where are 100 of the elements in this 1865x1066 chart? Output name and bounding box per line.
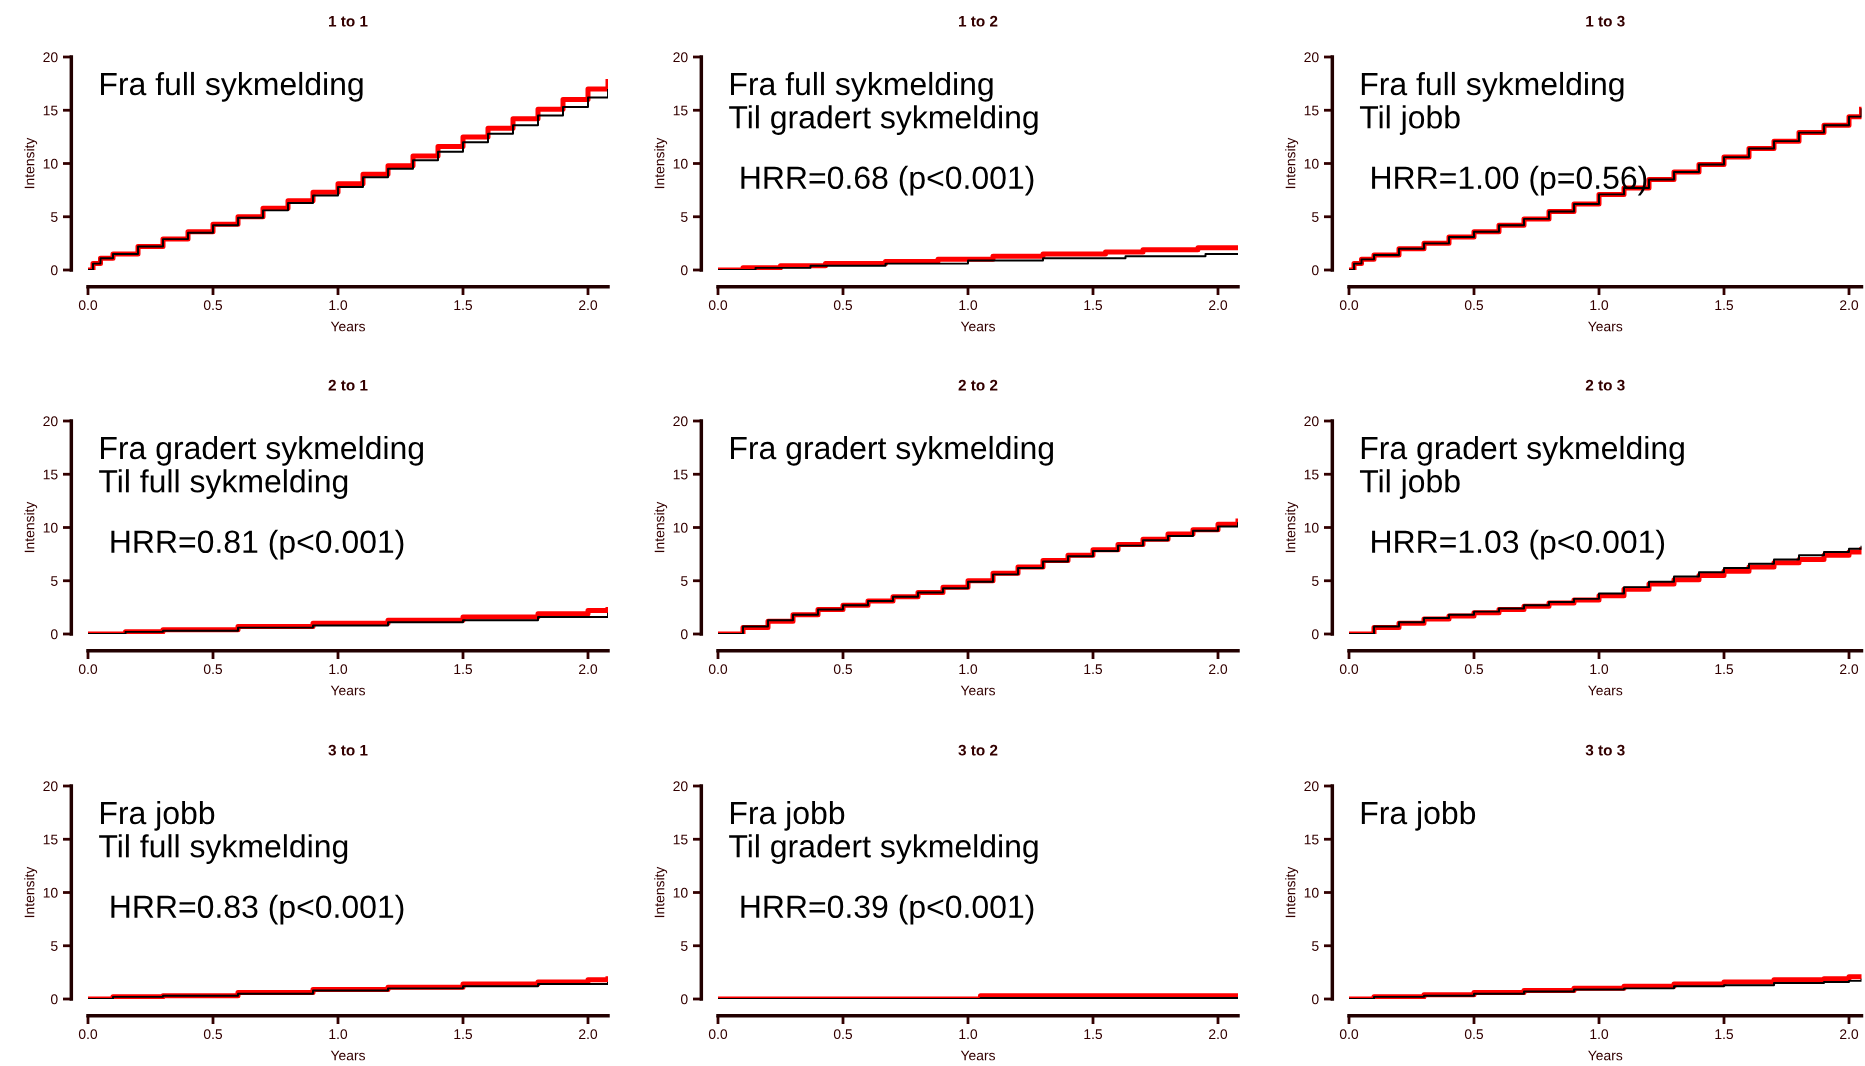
y-tick-label: 10 [43,158,58,169]
y-tick-label: 20 [673,781,688,792]
x-tick-label: 0.0 [1339,664,1359,675]
annotation: HRR=0.39 (p<0.001) [741,894,1034,925]
x-axis-title: Years [960,321,996,332]
x-tick-label: 2.0 [579,1029,598,1040]
y-axis-title: Intensity [1285,866,1299,918]
x-tick-label: 2.0 [579,664,598,675]
annotation: Fra full sykmelding Til gradert sykmelding [729,71,1038,135]
x-tick-label: 2.0 [1840,1029,1859,1040]
chart-title: 1 to 3 [1586,15,1625,27]
x-tick-label: 1.5 [454,664,473,675]
x-tick-label: 1.5 [454,1029,473,1040]
chart-title: 1 to 2 [959,15,998,27]
x-tick-label: 0.5 [203,300,223,311]
x-tick-label: 2.0 [1209,664,1228,675]
x-tick-label: 1.0 [329,1029,348,1040]
annotation: HRR=1.03 (p<0.001) [1372,529,1665,560]
annotation: Fra gradert sykmelding Til jobb [1359,435,1684,499]
y-tick-label: 5 [1311,212,1319,222]
x-tick-label: 2.0 [1209,1029,1228,1040]
annotation: Fra jobb Til gradert sykmelding [729,800,1038,864]
y-tick-label: 5 [680,212,688,222]
x-axis-title: Years [1588,1050,1623,1061]
y-tick-label: 15 [673,105,688,116]
annotation: HRR=0.81 (p<0.001) [111,529,404,560]
x-tick-label: 2.0 [1840,664,1859,675]
x-tick-label: 1.0 [959,300,978,311]
x-axis-title: Years [330,1050,366,1061]
y-tick-label: 10 [1304,887,1319,898]
y-tick-label: 0 [50,265,58,276]
y-tick-label: 20 [1304,416,1319,427]
x-tick-label: 0.0 [1339,1029,1359,1040]
y-tick-label: 10 [673,887,688,898]
chart-title: 1 to 1 [329,15,368,27]
annotation: Fra full sykmelding [101,71,363,102]
y-tick-label: 0 [680,629,688,640]
y-tick-label: 0 [50,629,58,640]
x-tick-label: 0.5 [203,664,223,675]
y-tick-label: 20 [43,416,58,427]
y-tick-label: 10 [43,887,58,898]
y-tick-label: 0 [680,265,688,276]
y-axis-title: Intensity [1285,501,1299,553]
chart-title: 2 to 3 [1585,379,1625,391]
x-axis-title: Years [1588,685,1623,696]
y-tick-label: 15 [43,105,58,116]
y-tick-label: 15 [1304,834,1319,845]
x-tick-label: 1.5 [454,300,473,311]
x-tick-label: 0.5 [833,1029,853,1040]
y-tick-label: 15 [673,834,688,845]
x-axis-title: Years [1588,321,1623,332]
y-tick-label: 15 [43,469,58,480]
y-tick-label: 10 [43,522,58,533]
y-tick-label: 0 [50,994,58,1005]
y-tick-label: 10 [673,522,688,533]
chart-title: 2 to 2 [958,379,998,391]
x-tick-label: 1.5 [1084,1029,1103,1040]
y-tick-label: 15 [673,469,688,480]
annotation: HRR=0.68 (p<0.001) [741,165,1034,196]
y-tick-label: 5 [50,212,58,222]
annotation: HRR=0.83 (p<0.001) [111,894,404,925]
x-tick-label: 0.0 [708,664,728,675]
x-tick-label: 2.0 [1209,300,1228,311]
y-axis-title: Intensity [1285,137,1299,189]
x-tick-label: 0.5 [833,664,853,675]
chart-title: 3 to 2 [958,744,998,756]
x-tick-label: 0.0 [708,300,728,311]
annotation: Fra gradert sykmelding [731,435,1054,466]
x-tick-label: 1.5 [1715,1029,1734,1040]
x-axis-title: Years [330,685,366,696]
y-tick-label: 5 [1311,576,1319,586]
y-tick-label: 15 [1304,469,1319,480]
chart-title: 3 to 1 [328,744,368,756]
x-tick-label: 1.5 [1084,300,1103,311]
x-tick-label: 1.5 [1715,664,1734,675]
y-axis-title: Intensity [654,866,668,918]
y-tick-label: 20 [43,52,58,63]
y-axis-title: Intensity [24,866,38,918]
x-tick-label: 0.5 [203,1029,223,1040]
y-tick-label: 15 [1304,105,1319,116]
x-axis-title: Years [330,321,366,332]
y-tick-label: 0 [1311,629,1319,640]
y-tick-label: 5 [50,941,58,951]
y-tick-label: 15 [43,834,58,845]
y-tick-label: 5 [680,576,688,586]
y-tick-label: 0 [1311,265,1319,276]
x-tick-label: 0.0 [78,300,98,311]
y-tick-label: 10 [673,158,688,169]
y-tick-label: 10 [1304,522,1319,533]
annotation: Fra jobb [1361,800,1476,831]
y-tick-label: 5 [50,576,58,586]
y-tick-label: 10 [1304,158,1319,169]
chart-title: 3 to 3 [1585,744,1625,756]
x-tick-label: 2.0 [1840,300,1859,311]
annotation: Fra jobb Til full sykmelding [99,800,348,864]
x-tick-label: 0.5 [1464,664,1484,675]
x-axis-title: Years [960,1050,996,1061]
x-tick-label: 1.0 [959,1029,978,1040]
x-tick-label: 1.0 [329,300,348,311]
x-tick-label: 0.5 [1464,300,1484,311]
